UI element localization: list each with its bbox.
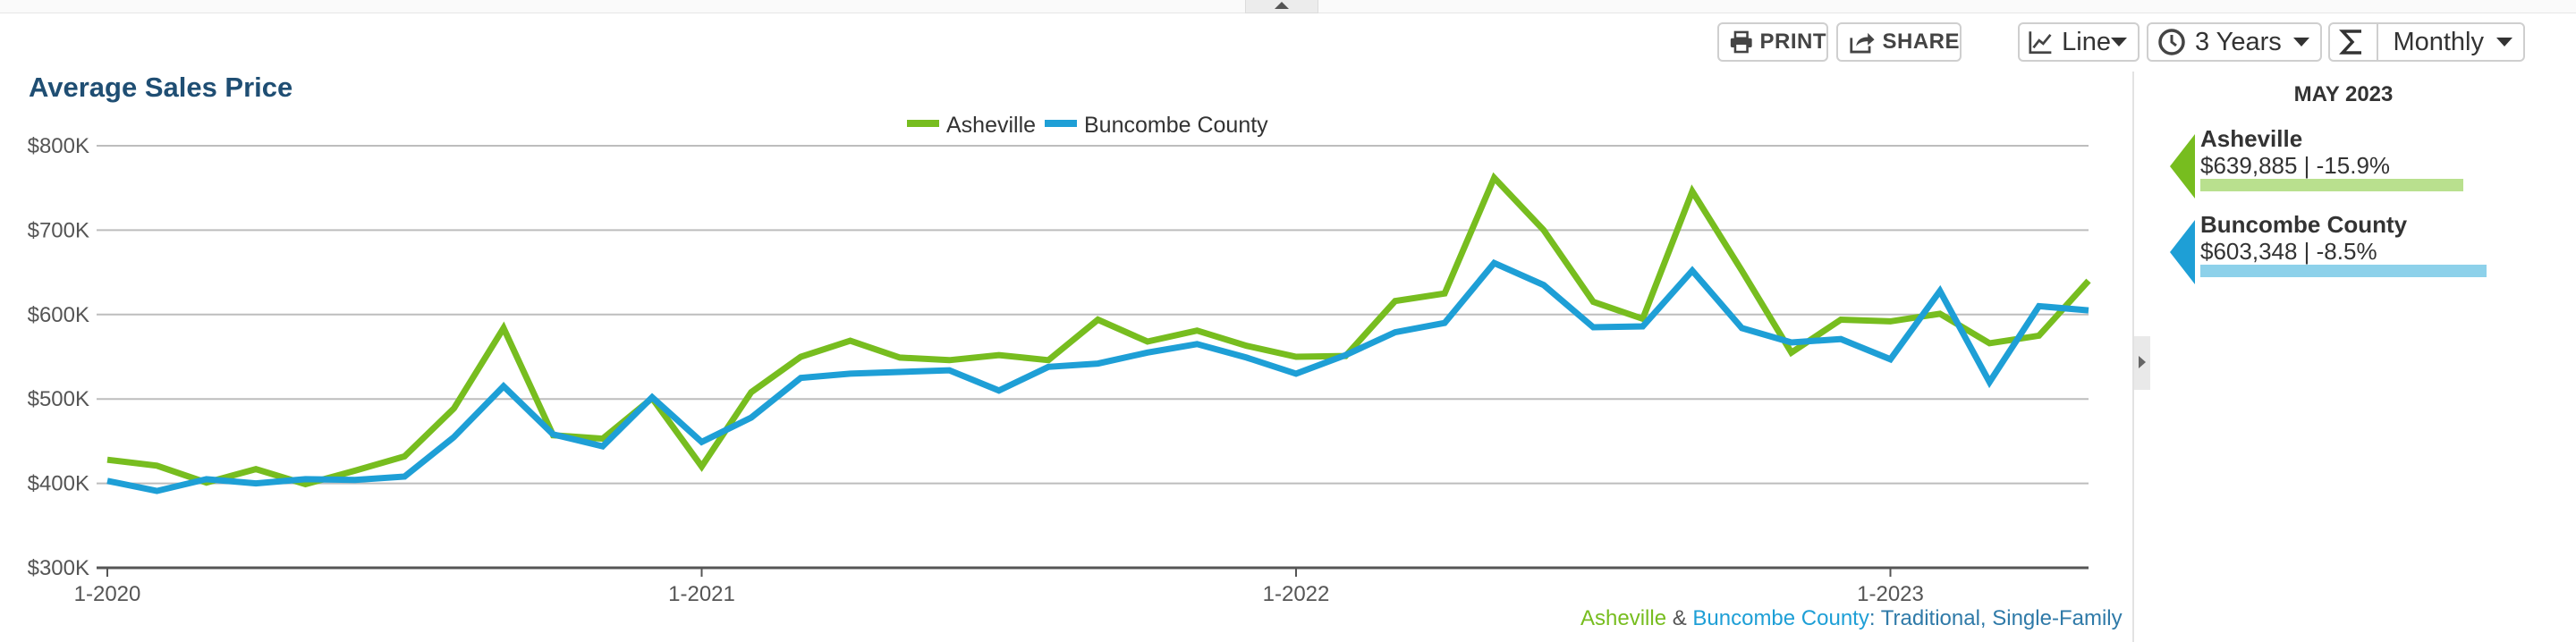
legend-label-asheville[interactable]: Asheville (946, 113, 1036, 138)
detail-panel: MAY 2023 Asheville $639,885 | -15.9% Bun… (2150, 72, 2537, 642)
chevron-right-icon (2139, 356, 2146, 368)
panel-entry-asheville: Asheville $639,885 | -15.9% (2150, 125, 2537, 207)
footnote-detail: : Traditional, Single-Family (1868, 606, 2123, 630)
print-label: PRINT (1759, 30, 1826, 54)
chevron-up-icon (1275, 2, 1289, 9)
marker-flag-icon (2170, 134, 2195, 199)
chevron-down-icon (2293, 38, 2309, 46)
chevron-down-icon (2496, 38, 2512, 46)
panel-entry-buncombe: Buncombe County $603,348 | -8.5% (2150, 211, 2537, 293)
footnote-separator: & (1666, 606, 1693, 630)
legend-swatch-buncombe (1045, 120, 1077, 127)
line-chart-icon (2029, 31, 2052, 55)
x-axis: 1-2020 1-2021 1-2022 1-2023 (74, 568, 1924, 606)
panel-divider (2132, 72, 2134, 642)
x-tick-label: 1-2022 (1263, 582, 1330, 606)
marker-flag-icon (2170, 220, 2195, 284)
printer-icon (1730, 30, 1752, 54)
y-tick-label: $600K (28, 303, 89, 327)
y-tick-label: $300K (28, 556, 89, 580)
share-icon (1850, 32, 1875, 54)
x-tick-label: 1-2021 (668, 582, 735, 606)
share-button[interactable]: SHARE (1836, 22, 1962, 62)
series-lines (106, 172, 2091, 494)
share-label: SHARE (1882, 30, 1960, 54)
entry-name: Buncombe County (2200, 211, 2408, 238)
legend-swatch-asheville (907, 120, 939, 127)
interval-value: Monthly (2393, 27, 2484, 56)
print-button[interactable]: PRINT (1717, 22, 1828, 62)
grid-lines: $300K $400K $500K $600K $700K $800K (28, 134, 2089, 580)
collapse-panel-toggle[interactable] (2134, 336, 2150, 390)
interval-dropdown[interactable]: Monthly (2328, 22, 2525, 62)
clock-icon (2158, 29, 2185, 55)
entry-bar (2200, 265, 2487, 277)
legend[interactable]: Asheville Buncombe County (907, 113, 1268, 138)
y-tick-label: $500K (28, 387, 89, 411)
panel-month: MAY 2023 (2293, 82, 2394, 106)
y-tick-label: $400K (28, 472, 89, 496)
y-tick-label: $800K (28, 134, 89, 158)
line-chart: $300K$400K$500K$600K$700K$800K 1-2020 1-2… (28, 113, 2091, 606)
footnote-series-a: Asheville (1580, 606, 1667, 630)
series-line-buncombe[interactable] (106, 258, 2089, 494)
series-line-asheville[interactable] (106, 172, 2091, 488)
date-range-value: 3 Years (2195, 27, 2282, 56)
chart-footnote: Asheville & Buncombe County: Traditional… (1580, 606, 2123, 631)
collapse-toolbar-toggle[interactable] (1245, 0, 1318, 13)
chevron-down-icon (2111, 38, 2127, 46)
y-tick-label: $700K (28, 218, 89, 242)
date-range-dropdown[interactable]: 3 Years (2147, 22, 2322, 62)
legend-label-buncombe[interactable]: Buncombe County (1084, 113, 1268, 138)
x-tick-label: 1-2023 (1857, 582, 1924, 606)
footnote-series-b: Buncombe County (1692, 606, 1869, 630)
chart-type-dropdown[interactable]: Line (2018, 22, 2140, 62)
divider (2377, 24, 2378, 60)
entry-value: $603,348 | -8.5% (2200, 238, 2377, 265)
chart-title: Average Sales Price (29, 72, 293, 103)
entry-value: $639,885 | -15.9% (2200, 152, 2391, 179)
sigma-icon (2339, 30, 2361, 55)
entry-bar (2200, 179, 2463, 191)
entry-name: Asheville (2200, 125, 2303, 152)
x-tick-label: 1-2020 (74, 582, 141, 606)
chart-type-value: Line (2062, 27, 2111, 56)
